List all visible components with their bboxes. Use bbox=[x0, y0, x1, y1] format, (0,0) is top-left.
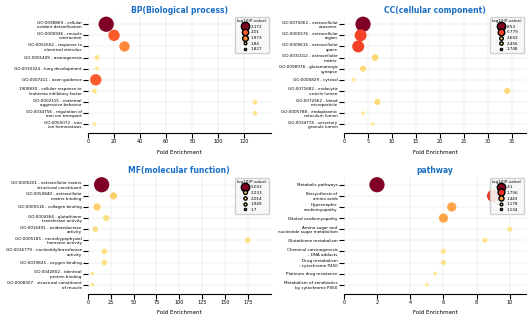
Legend: 2.1, 1.756, 1.443, 1.178, 1.134: 2.1, 1.756, 1.443, 1.178, 1.134 bbox=[491, 178, 525, 213]
Title: pathway: pathway bbox=[417, 166, 454, 175]
Point bbox=[109, 193, 118, 198]
Point bbox=[431, 271, 439, 276]
Point bbox=[251, 100, 259, 105]
Point bbox=[92, 77, 100, 82]
Point bbox=[102, 215, 111, 221]
Title: CC(cellular component): CC(cellular component) bbox=[384, 5, 486, 14]
X-axis label: Fold Enrichment: Fold Enrichment bbox=[413, 150, 458, 155]
Point bbox=[110, 33, 118, 38]
Title: MF(molecular function): MF(molecular function) bbox=[128, 166, 230, 175]
Point bbox=[373, 182, 381, 187]
Point bbox=[91, 227, 99, 232]
Point bbox=[90, 122, 99, 127]
Point bbox=[481, 238, 489, 243]
Point bbox=[368, 122, 377, 127]
Point bbox=[93, 55, 101, 60]
Point bbox=[97, 182, 106, 187]
Legend: 2.172, 2.01, 1.973, 1.84, 1.827: 2.172, 2.01, 1.973, 1.84, 1.827 bbox=[235, 17, 269, 53]
Legend: 5.022, 2.233, 2.014, 1.949, 1.7: 5.022, 2.233, 2.014, 1.949, 1.7 bbox=[235, 178, 269, 213]
Point bbox=[359, 22, 367, 27]
Point bbox=[251, 110, 259, 116]
Point bbox=[371, 55, 379, 60]
Point bbox=[93, 66, 101, 71]
Legend: 8.53, 5.779, 2.602, 2.456, 1.748: 8.53, 5.779, 2.602, 2.456, 1.748 bbox=[491, 17, 525, 53]
Point bbox=[90, 88, 99, 93]
Point bbox=[244, 238, 252, 243]
Point bbox=[373, 100, 381, 105]
Point bbox=[102, 22, 111, 27]
Point bbox=[354, 44, 362, 49]
Point bbox=[439, 215, 447, 221]
Point bbox=[422, 282, 431, 287]
Point bbox=[447, 204, 456, 210]
Point bbox=[356, 33, 365, 38]
Point bbox=[100, 249, 109, 254]
Point bbox=[503, 88, 511, 93]
Point bbox=[505, 227, 514, 232]
Point bbox=[359, 66, 367, 71]
Point bbox=[489, 193, 497, 198]
Point bbox=[100, 260, 109, 265]
Point bbox=[349, 77, 358, 82]
Title: BP(Biological process): BP(Biological process) bbox=[131, 5, 228, 14]
X-axis label: Fold Enrichment: Fold Enrichment bbox=[157, 310, 202, 316]
X-axis label: Fold Enrichment: Fold Enrichment bbox=[157, 150, 202, 155]
Point bbox=[88, 271, 97, 276]
Point bbox=[439, 249, 447, 254]
Point bbox=[359, 110, 367, 116]
X-axis label: Fold Enrichment: Fold Enrichment bbox=[413, 310, 458, 316]
Point bbox=[93, 204, 101, 210]
Point bbox=[439, 260, 447, 265]
Point bbox=[88, 282, 97, 287]
Point bbox=[120, 44, 129, 49]
